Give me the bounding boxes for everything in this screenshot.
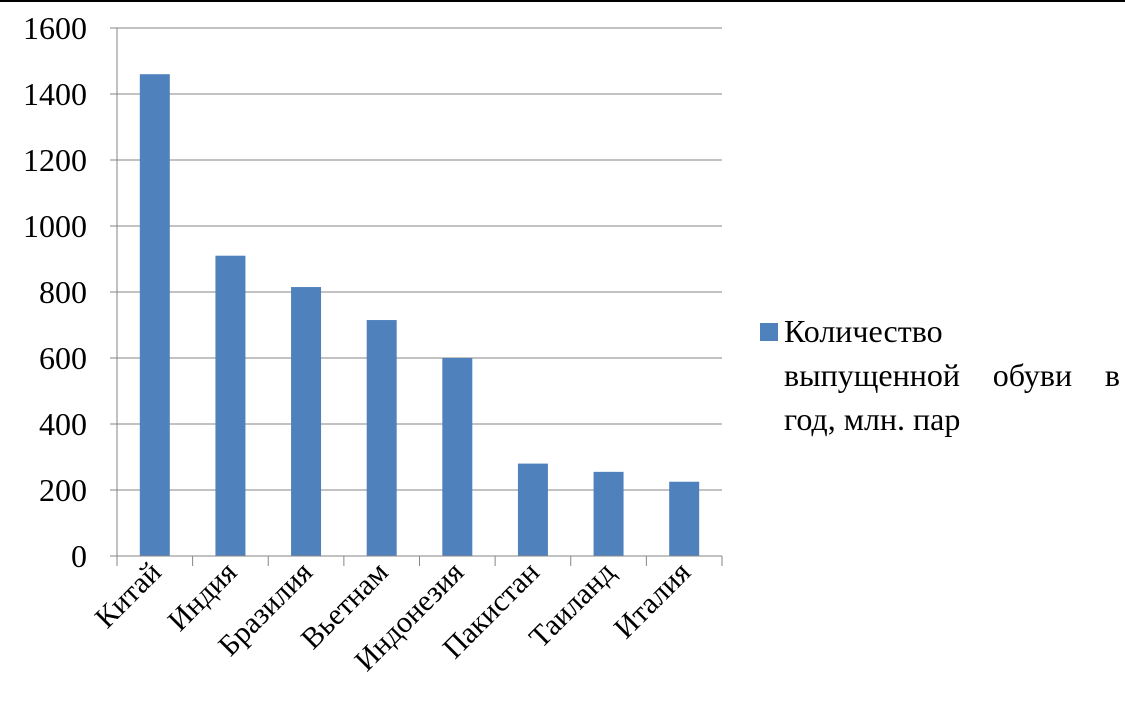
legend-swatch <box>760 323 778 341</box>
x-axis-category-label: Таиланд <box>523 556 622 655</box>
legend: Количество выпущенной обуви в год, млн. … <box>760 309 1120 441</box>
bar <box>366 320 397 556</box>
bar <box>593 471 624 556</box>
y-axis-tick-labels: 0 200 400 600 800 1000 1200 1400 1600 <box>23 10 87 574</box>
legend-label: Количество выпущенной обуви в год, млн. … <box>784 313 1120 437</box>
y-axis-tick-label: 1200 <box>23 142 87 178</box>
bars <box>139 74 700 556</box>
x-axis-category-label: Китай <box>89 556 168 635</box>
bar <box>669 481 700 556</box>
y-axis-tick-label: 1600 <box>23 10 87 46</box>
gridlines <box>117 27 722 491</box>
bar <box>291 287 322 556</box>
x-axis-tick-labels: КитайИндияБразилияВьетнамИндонезияПакист… <box>89 555 698 677</box>
y-axis-tick-label: 600 <box>39 340 87 376</box>
y-axis-tick-label: 200 <box>39 472 87 508</box>
y-axis-tick-label: 1000 <box>23 208 87 244</box>
top-border-line <box>0 0 1125 2</box>
y-axis-tick-label: 400 <box>39 406 87 442</box>
y-axis-tick-label: 1400 <box>23 76 87 112</box>
bar <box>215 255 246 556</box>
x-axis-category-label: Италия <box>608 555 698 645</box>
y-axis-tick-label: 800 <box>39 274 87 310</box>
bar <box>517 463 548 556</box>
axes <box>110 27 723 566</box>
bar <box>139 74 170 556</box>
y-axis-tick-label: 0 <box>71 538 87 574</box>
bar <box>442 358 473 556</box>
